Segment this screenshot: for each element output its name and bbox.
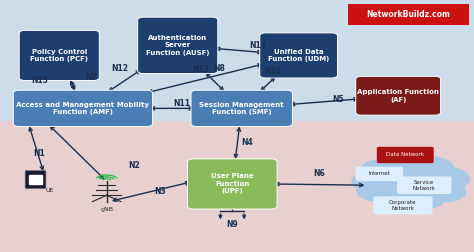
Text: N12: N12 xyxy=(192,65,209,74)
FancyBboxPatch shape xyxy=(397,176,451,194)
Text: Service
Network: Service Network xyxy=(413,180,436,191)
FancyBboxPatch shape xyxy=(373,196,432,214)
Text: gNB: gNB xyxy=(100,207,113,212)
Bar xyxy=(0,121,474,252)
Text: Corporate
Network: Corporate Network xyxy=(389,200,417,211)
Text: Application Function
(AF): Application Function (AF) xyxy=(357,89,439,103)
Text: Internet: Internet xyxy=(368,171,390,176)
Circle shape xyxy=(406,187,446,208)
Text: N1: N1 xyxy=(33,149,45,158)
Text: Policy Control
Function (PCF): Policy Control Function (PCF) xyxy=(30,49,88,62)
Text: N2: N2 xyxy=(128,161,140,170)
FancyBboxPatch shape xyxy=(19,30,99,81)
Text: N8: N8 xyxy=(213,64,225,73)
Text: UE: UE xyxy=(46,188,55,193)
Text: User Plane
Function
(UPF): User Plane Function (UPF) xyxy=(211,173,254,195)
Bar xyxy=(0,0,474,121)
Text: N5: N5 xyxy=(332,95,344,104)
FancyBboxPatch shape xyxy=(187,159,277,209)
Circle shape xyxy=(428,181,465,202)
Text: N11: N11 xyxy=(173,99,190,108)
Text: Data Network: Data Network xyxy=(386,152,424,158)
FancyBboxPatch shape xyxy=(356,167,403,181)
Text: NetworkBuildz.com: NetworkBuildz.com xyxy=(367,10,450,19)
Circle shape xyxy=(352,171,392,192)
FancyBboxPatch shape xyxy=(260,33,337,78)
Circle shape xyxy=(379,165,446,200)
Circle shape xyxy=(378,154,428,180)
FancyBboxPatch shape xyxy=(13,90,153,127)
Circle shape xyxy=(407,157,454,182)
Circle shape xyxy=(357,180,397,201)
Text: N6: N6 xyxy=(313,169,325,178)
Text: N3: N3 xyxy=(155,187,166,196)
Text: Access and Management Mobility
Function (AMF): Access and Management Mobility Function … xyxy=(17,102,149,115)
Circle shape xyxy=(427,168,469,190)
Text: N12: N12 xyxy=(111,64,128,73)
Text: N4: N4 xyxy=(241,138,253,147)
FancyBboxPatch shape xyxy=(137,17,218,74)
FancyBboxPatch shape xyxy=(377,147,434,163)
Text: N13: N13 xyxy=(249,41,266,50)
FancyBboxPatch shape xyxy=(348,4,469,25)
Bar xyxy=(29,175,42,184)
Text: N10: N10 xyxy=(264,67,281,76)
FancyBboxPatch shape xyxy=(25,170,46,189)
Circle shape xyxy=(359,160,404,184)
FancyBboxPatch shape xyxy=(356,76,440,115)
Text: Session Management
Function (SMF): Session Management Function (SMF) xyxy=(200,102,284,115)
Text: Unified Data
Function (UDM): Unified Data Function (UDM) xyxy=(268,49,329,62)
Text: N15: N15 xyxy=(31,76,48,85)
Text: N7: N7 xyxy=(86,73,98,82)
FancyBboxPatch shape xyxy=(191,90,292,127)
Text: N9: N9 xyxy=(227,220,238,229)
Text: Authentication
Server
Function (AUSF): Authentication Server Function (AUSF) xyxy=(146,35,210,56)
Circle shape xyxy=(382,188,419,208)
